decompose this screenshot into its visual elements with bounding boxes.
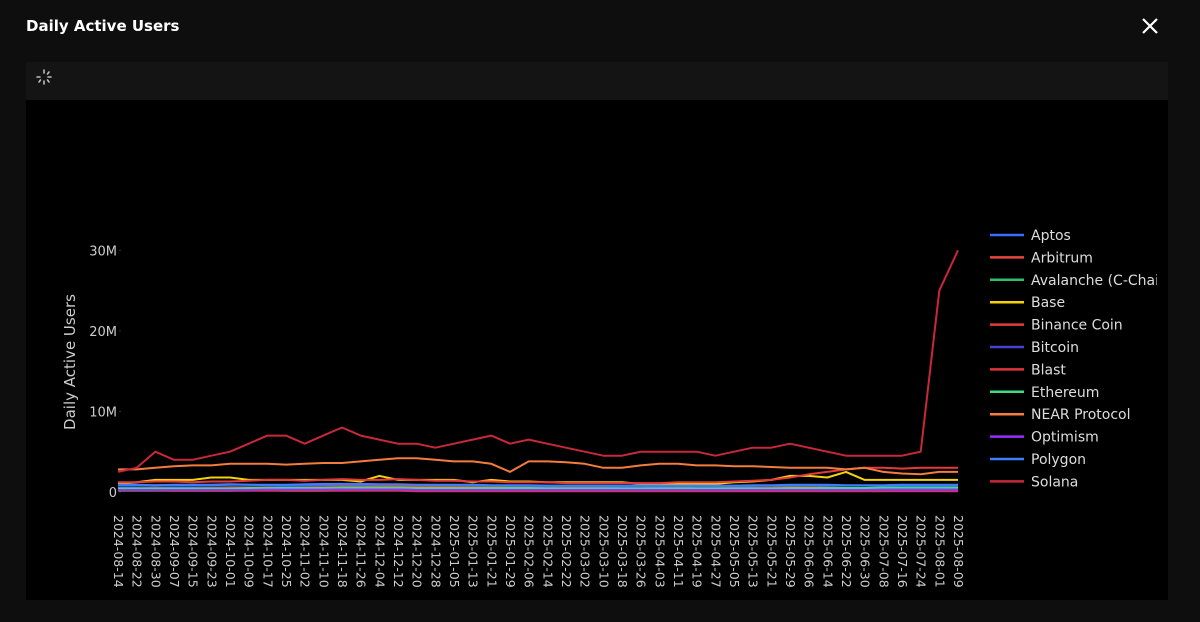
x-tick-label: 2024-12-20 (410, 515, 425, 588)
x-tick-label: 2025-05-13 (746, 515, 761, 588)
x-tick-label: 2025-04-11 (671, 515, 686, 588)
x-tick-label: 2024-09-07 (167, 515, 182, 588)
series-line (118, 482, 958, 487)
series-line (118, 466, 958, 485)
x-tick-label: 2025-06-22 (839, 515, 854, 588)
modal-title: Daily Active Users (26, 17, 180, 35)
x-tick-label: 2025-01-29 (503, 515, 518, 588)
x-tick-label: 2025-03-26 (634, 515, 649, 588)
y-tick-label: 10M (89, 405, 117, 420)
x-tick-label: 2025-02-06 (522, 515, 537, 588)
legend-label: Avalanche (C-Chain) (1031, 273, 1173, 289)
x-tick-label: 2025-03-10 (596, 515, 611, 588)
legend: Aptos Arbitrum Avalanche (C-Chain) Base Bina… (990, 228, 1173, 490)
x-tick-label: 2024-08-22 (130, 515, 145, 588)
legend-label: Base (1031, 295, 1065, 311)
series-line (117, 249, 959, 473)
x-tick-label: 2025-02-14 (540, 515, 555, 588)
x-tick-label: 2025-04-27 (708, 515, 723, 588)
x-tick-label: 2024-12-12 (391, 515, 406, 588)
x-tick-label: 2025-06-30 (858, 515, 873, 588)
toolbar (26, 62, 1168, 100)
legend-label: Optimism (1031, 430, 1099, 446)
legend-label: Aptos (1031, 228, 1071, 244)
x-tick-label: 2024-08-30 (148, 515, 163, 588)
x-tick-label: 2025-07-16 (895, 515, 910, 588)
x-tick-label: 2025-06-06 (802, 515, 817, 588)
x-tick-label: 2024-08-14 (111, 515, 126, 588)
y-tick-label: 30M (89, 244, 117, 259)
x-tick-label: 2025-04-19 (690, 515, 705, 588)
chart-area (26, 100, 1168, 600)
x-tick-label: 2024-12-28 (428, 515, 443, 588)
x-tick-label: 2025-02-22 (559, 515, 574, 588)
x-tick-label: 2024-10-01 (223, 515, 238, 588)
x-tick-label: 2025-03-02 (578, 515, 593, 588)
x-tick-label: 2025-05-29 (783, 515, 798, 588)
x-tick-label: 2024-12-04 (372, 515, 387, 588)
x-tick-label: 2025-01-13 (466, 515, 481, 588)
x-tick-label: 2024-10-09 (242, 515, 257, 588)
x-tick-label: 2024-09-15 (186, 515, 201, 588)
x-tick-label: 2024-10-17 (260, 515, 275, 588)
x-tick-label: 2024-10-25 (279, 515, 294, 588)
x-tick-label: 2025-05-05 (727, 515, 742, 588)
series-line (118, 486, 958, 490)
loading-spinner (36, 69, 52, 85)
legend-label: Ethereum (1031, 385, 1099, 401)
y-tick-label: 20M (89, 325, 117, 340)
x-tick-label: 2025-08-09 (951, 515, 966, 588)
legend-label: NEAR Protocol (1031, 407, 1131, 423)
x-tick-label: 2025-07-08 (876, 515, 891, 588)
x-tick-label: 2025-01-21 (484, 515, 499, 588)
y-axis-title: Daily Active Users (61, 294, 79, 430)
x-tick-label: 2025-07-24 (914, 515, 929, 588)
x-tick-label: 2025-08-01 (932, 515, 947, 588)
legend-label: Blast (1031, 362, 1066, 378)
x-tick-label: 2024-11-18 (335, 515, 350, 588)
x-tick-label: 2025-01-05 (447, 515, 462, 588)
close-button[interactable] (1142, 18, 1158, 34)
legend-label: Binance Coin (1031, 318, 1123, 334)
legend-label: Polygon (1031, 452, 1086, 468)
x-tick-label: 2024-09-23 (204, 515, 219, 588)
x-tick-label: 2025-05-21 (764, 515, 779, 588)
legend-label: Bitcoin (1031, 340, 1079, 356)
series-line (118, 457, 958, 476)
y-tick-label: 0 (109, 486, 117, 501)
x-tick-label: 2025-06-14 (820, 515, 835, 588)
x-tick-label: 2025-04-03 (652, 515, 667, 588)
x-tick-label: 2024-11-26 (354, 515, 369, 588)
x-tick-label: 2024-11-02 (298, 515, 313, 588)
legend-label: Arbitrum (1031, 250, 1093, 266)
x-tick-label: 2025-03-18 (615, 515, 630, 588)
x-tick-label: 2024-11-10 (316, 515, 331, 588)
legend-label: Solana (1031, 474, 1078, 490)
